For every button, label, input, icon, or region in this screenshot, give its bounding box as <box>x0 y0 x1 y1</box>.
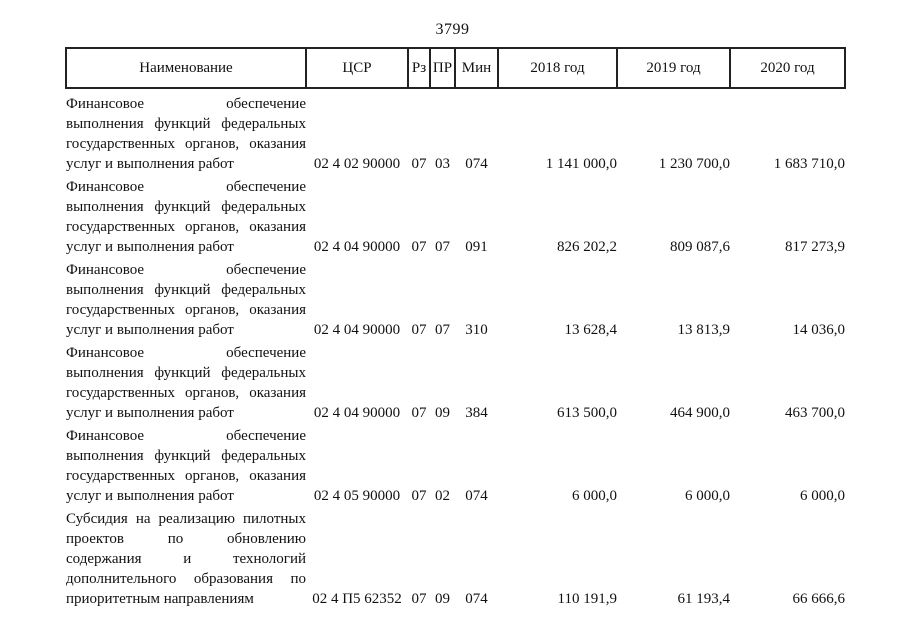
row-amount-2020: 463 700,0 <box>785 405 845 421</box>
row-rz: 07 <box>411 405 427 421</box>
col-header-2019: 2019 год <box>616 47 731 89</box>
row-pr: 02 <box>435 488 450 504</box>
row-pr: 03 <box>435 156 450 172</box>
col-header-2020: 2020 год <box>729 47 846 89</box>
row-amount-2019: 13 813,9 <box>677 322 731 338</box>
row-amount-2020: 6 000,0 <box>800 488 845 504</box>
row-min: 384 <box>465 405 488 421</box>
row-name: Финансовое обеспечение выполнения функций… <box>66 428 306 504</box>
row-rz: 07 <box>411 156 427 172</box>
row-csr: 02 4 П5 62352 <box>312 591 402 607</box>
row-csr: 02 4 05 90000 <box>313 488 401 504</box>
row-pr: 09 <box>435 591 450 607</box>
table-row: Финансовое обеспечение выполнения функций… <box>66 340 845 423</box>
row-amount-2018: 1 141 000,0 <box>545 156 617 172</box>
row-name: Финансовое обеспечение выполнения функций… <box>66 345 306 421</box>
row-amount-2018: 613 500,0 <box>557 405 617 421</box>
row-pr: 07 <box>435 239 450 255</box>
row-csr: 02 4 02 90000 <box>313 156 401 172</box>
row-pr: 09 <box>435 405 450 421</box>
col-header-2018: 2018 год <box>497 47 618 89</box>
row-amount-2020: 1 683 710,0 <box>773 156 845 172</box>
row-csr: 02 4 04 90000 <box>313 322 401 338</box>
table-row: Финансовое обеспечение выполнения функций… <box>66 257 845 340</box>
table-header-row: Наименование ЦСР Рз ПР Мин 2018 год 2019… <box>65 47 846 89</box>
row-rz: 07 <box>411 239 427 255</box>
budget-table: Наименование ЦСР Рз ПР Мин 2018 год 2019… <box>65 47 846 609</box>
col-header-csr: ЦСР <box>305 47 409 89</box>
row-amount-2019: 6 000,0 <box>685 488 730 504</box>
row-amount-2018: 826 202,2 <box>557 239 617 255</box>
row-name: Финансовое обеспечение выполнения функций… <box>66 262 306 338</box>
table-row: Финансовое обеспечение выполнения функций… <box>66 423 845 506</box>
col-header-pr: ПР <box>429 47 456 89</box>
row-amount-2018: 6 000,0 <box>572 488 617 504</box>
col-header-name: Наименование <box>65 47 307 89</box>
table-body: Финансовое обеспечение выполнения функций… <box>66 88 845 609</box>
row-amount-2018: 110 191,9 <box>557 591 617 607</box>
table-row: Субсидия на реализацию пилотных проектов … <box>66 506 845 609</box>
row-amount-2020: 817 273,9 <box>785 239 845 255</box>
row-min: 074 <box>465 591 488 607</box>
row-rz: 07 <box>411 322 427 338</box>
row-name: Финансовое обеспечение выполнения функций… <box>66 179 306 255</box>
col-header-min: Мин <box>454 47 499 89</box>
row-csr: 02 4 04 90000 <box>313 405 401 421</box>
row-amount-2020: 66 666,6 <box>792 591 846 607</box>
row-amount-2019: 1 230 700,0 <box>658 156 730 172</box>
row-min: 074 <box>465 156 488 172</box>
row-csr: 02 4 04 90000 <box>313 239 401 255</box>
row-amount-2018: 13 628,4 <box>564 322 618 338</box>
row-pr: 07 <box>435 322 450 338</box>
row-name: Финансовое обеспечение выполнения функций… <box>66 96 306 172</box>
row-amount-2019: 809 087,6 <box>670 239 730 255</box>
row-amount-2019: 464 900,0 <box>670 405 730 421</box>
row-min: 091 <box>465 239 488 255</box>
row-amount-2020: 14 036,0 <box>792 322 846 338</box>
col-header-rz: Рз <box>407 47 431 89</box>
table-row: Финансовое обеспечение выполнения функций… <box>66 88 845 174</box>
row-min: 310 <box>465 322 488 338</box>
row-name: Субсидия на реализацию пилотных проектов … <box>66 511 306 607</box>
row-amount-2019: 61 193,4 <box>677 591 731 607</box>
row-min: 074 <box>465 488 488 504</box>
row-rz: 07 <box>411 591 427 607</box>
page-number: 3799 <box>435 21 470 38</box>
table-row: Финансовое обеспечение выполнения функций… <box>66 174 845 257</box>
row-rz: 07 <box>411 488 427 504</box>
